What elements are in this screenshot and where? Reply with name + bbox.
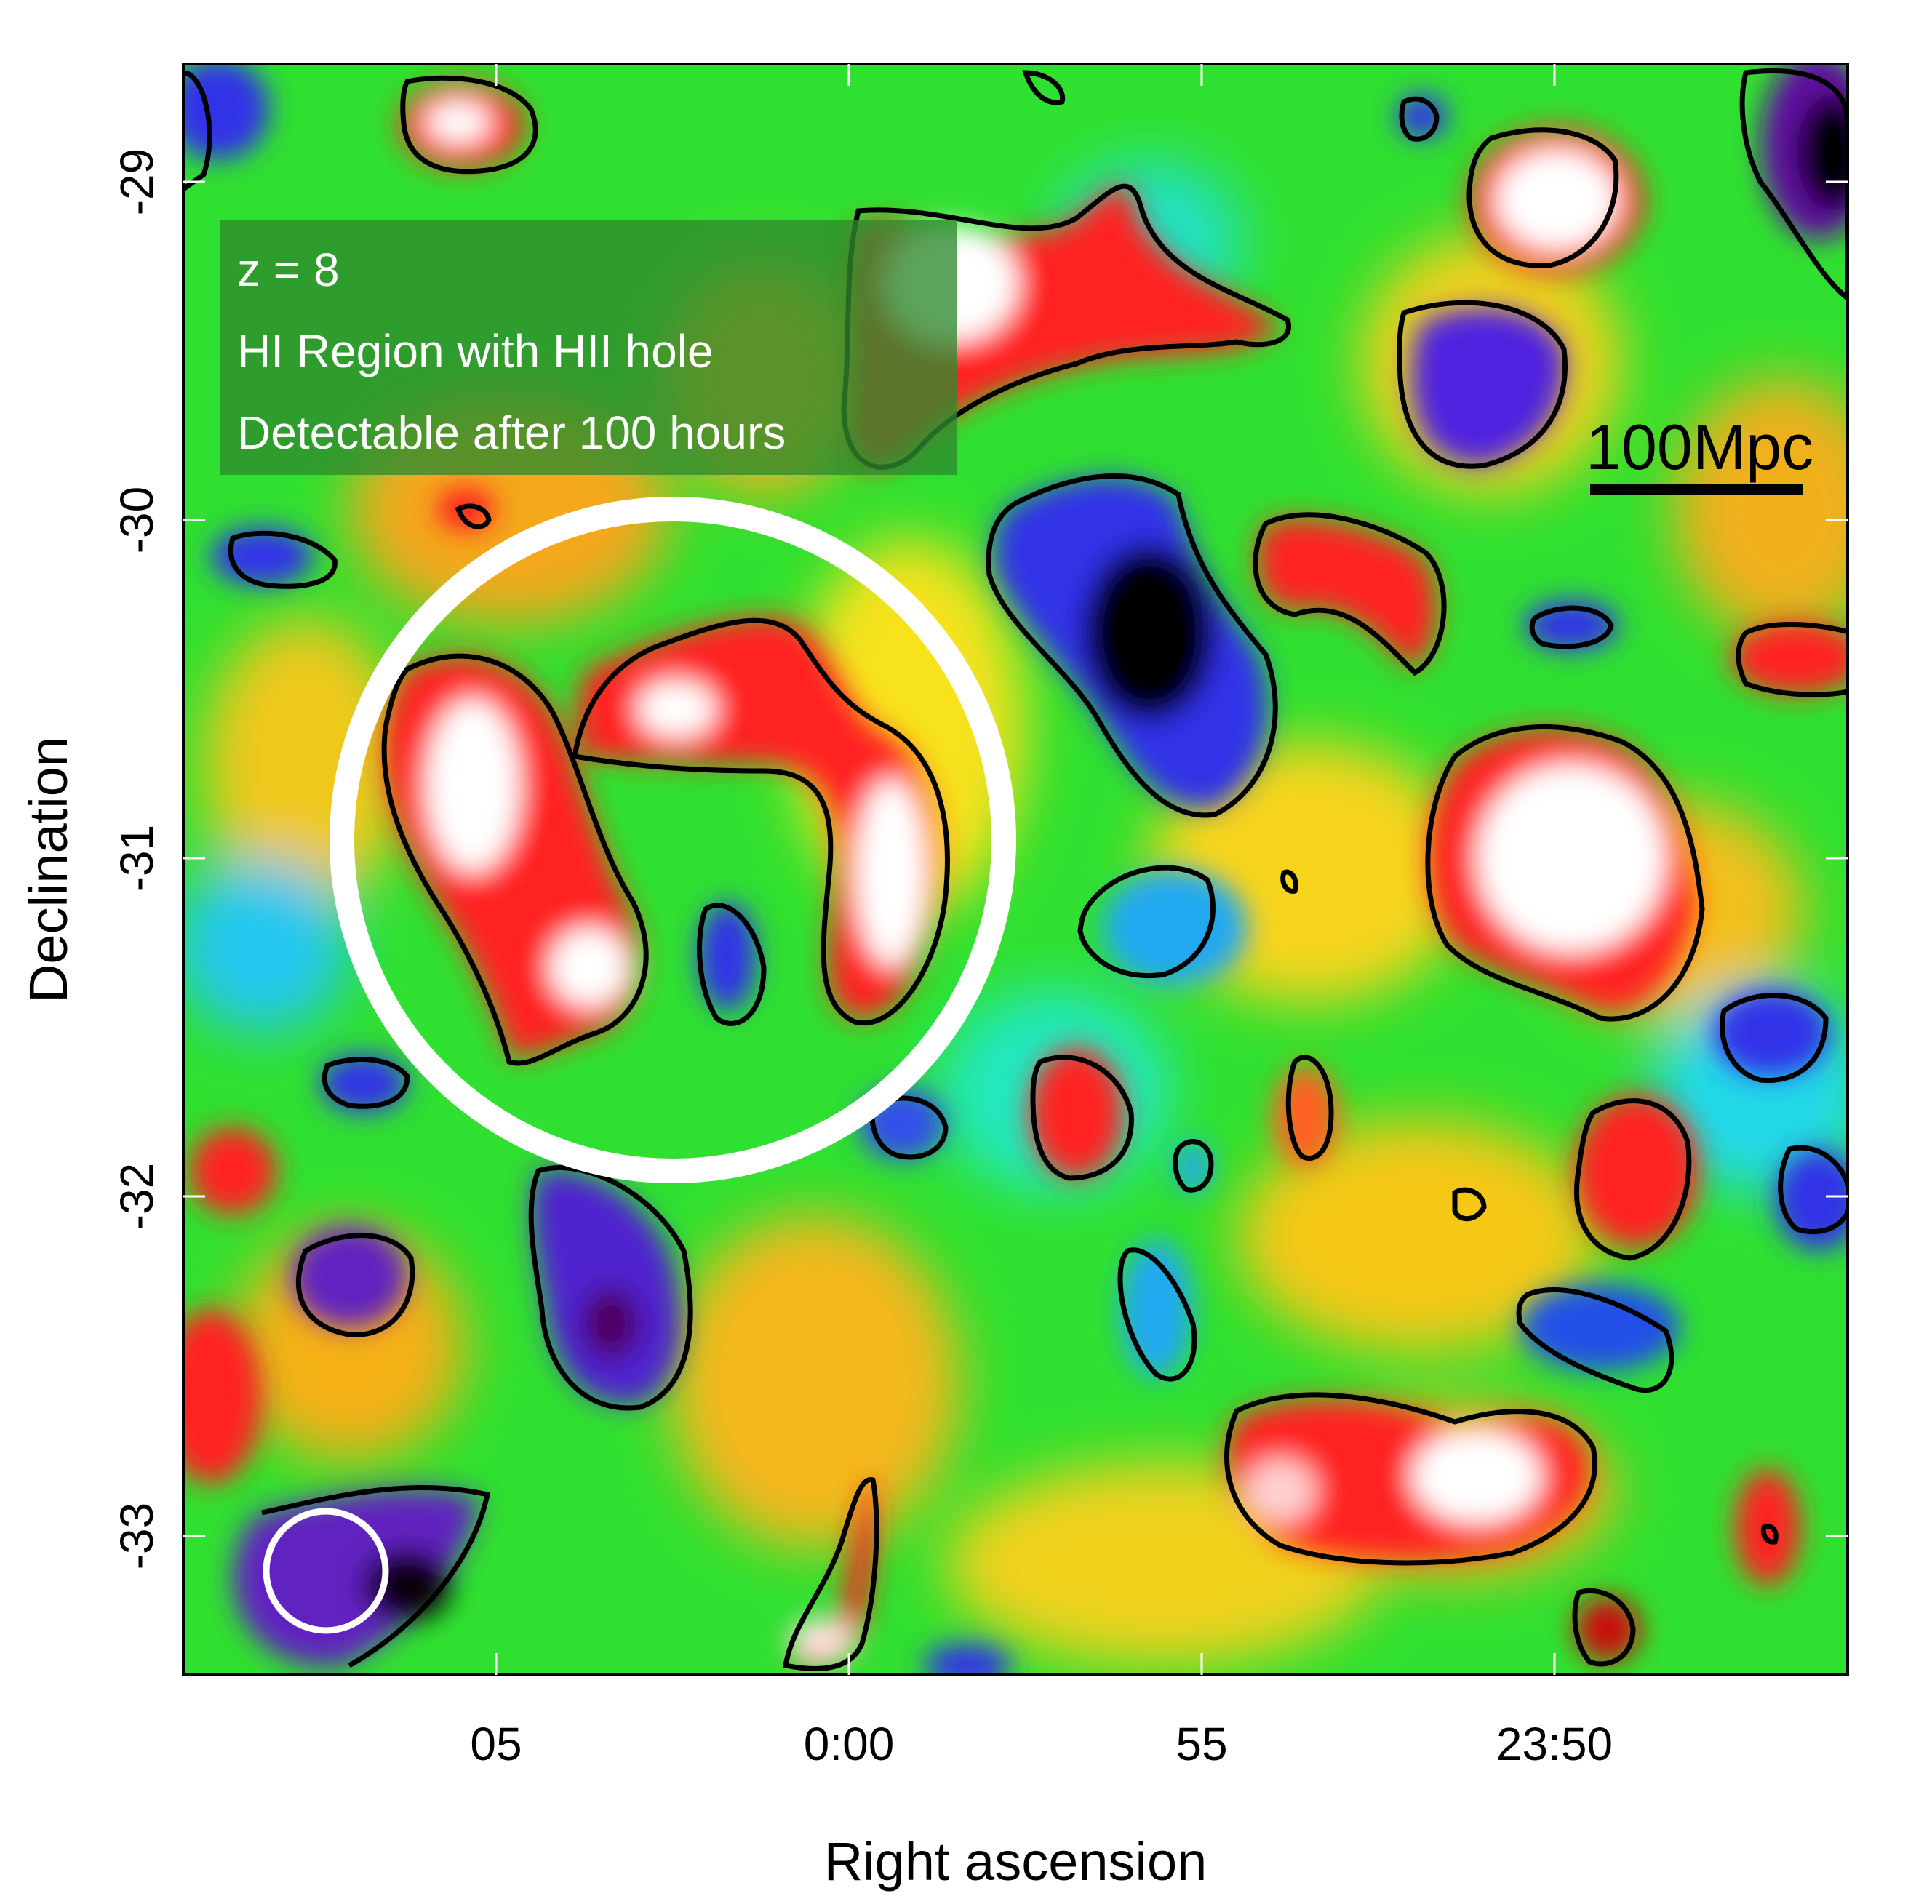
y-tick-labels: -29 -30 -31 -32 -33 xyxy=(111,148,163,1570)
x-tick-label: 0:00 xyxy=(804,1718,895,1770)
legend-line-region: HI Region with HII hole xyxy=(237,325,714,377)
x-tick-label: 55 xyxy=(1175,1718,1227,1770)
y-tick-label: -30 xyxy=(111,487,163,554)
legend-line-detectability: Detectable after 100 hours xyxy=(237,407,786,459)
scale-bar: 100Mpc xyxy=(1586,411,1813,495)
x-axis-title: Right ascension xyxy=(824,1831,1208,1892)
x-ticks xyxy=(495,64,1556,1675)
y-tick-label: -31 xyxy=(111,825,163,892)
legend-background xyxy=(220,220,957,475)
x-tick-labels: 05 0:00 55 23:50 xyxy=(470,1718,1613,1770)
beam-size-circle xyxy=(263,1508,389,1634)
x-tick-label: 05 xyxy=(470,1718,522,1770)
x-tick-label: 23:50 xyxy=(1496,1718,1613,1770)
scale-bar-label: 100Mpc xyxy=(1586,411,1813,483)
highlight-circle xyxy=(330,497,1016,1183)
plot-frame xyxy=(182,63,1849,1676)
contour-lines xyxy=(183,68,1848,1671)
y-axis-title: Declination xyxy=(18,737,79,1003)
legend-box: z = 8 HI Region with HII hole Detectable… xyxy=(220,220,957,475)
y-tick-label: -29 xyxy=(111,148,163,216)
legend-line-redshift: z = 8 xyxy=(237,244,340,296)
intensity-map xyxy=(183,64,1848,1675)
y-ticks xyxy=(183,180,1848,1537)
scale-bar-line xyxy=(1590,484,1803,495)
y-tick-label: -32 xyxy=(111,1163,163,1231)
y-tick-label: -33 xyxy=(111,1503,163,1570)
